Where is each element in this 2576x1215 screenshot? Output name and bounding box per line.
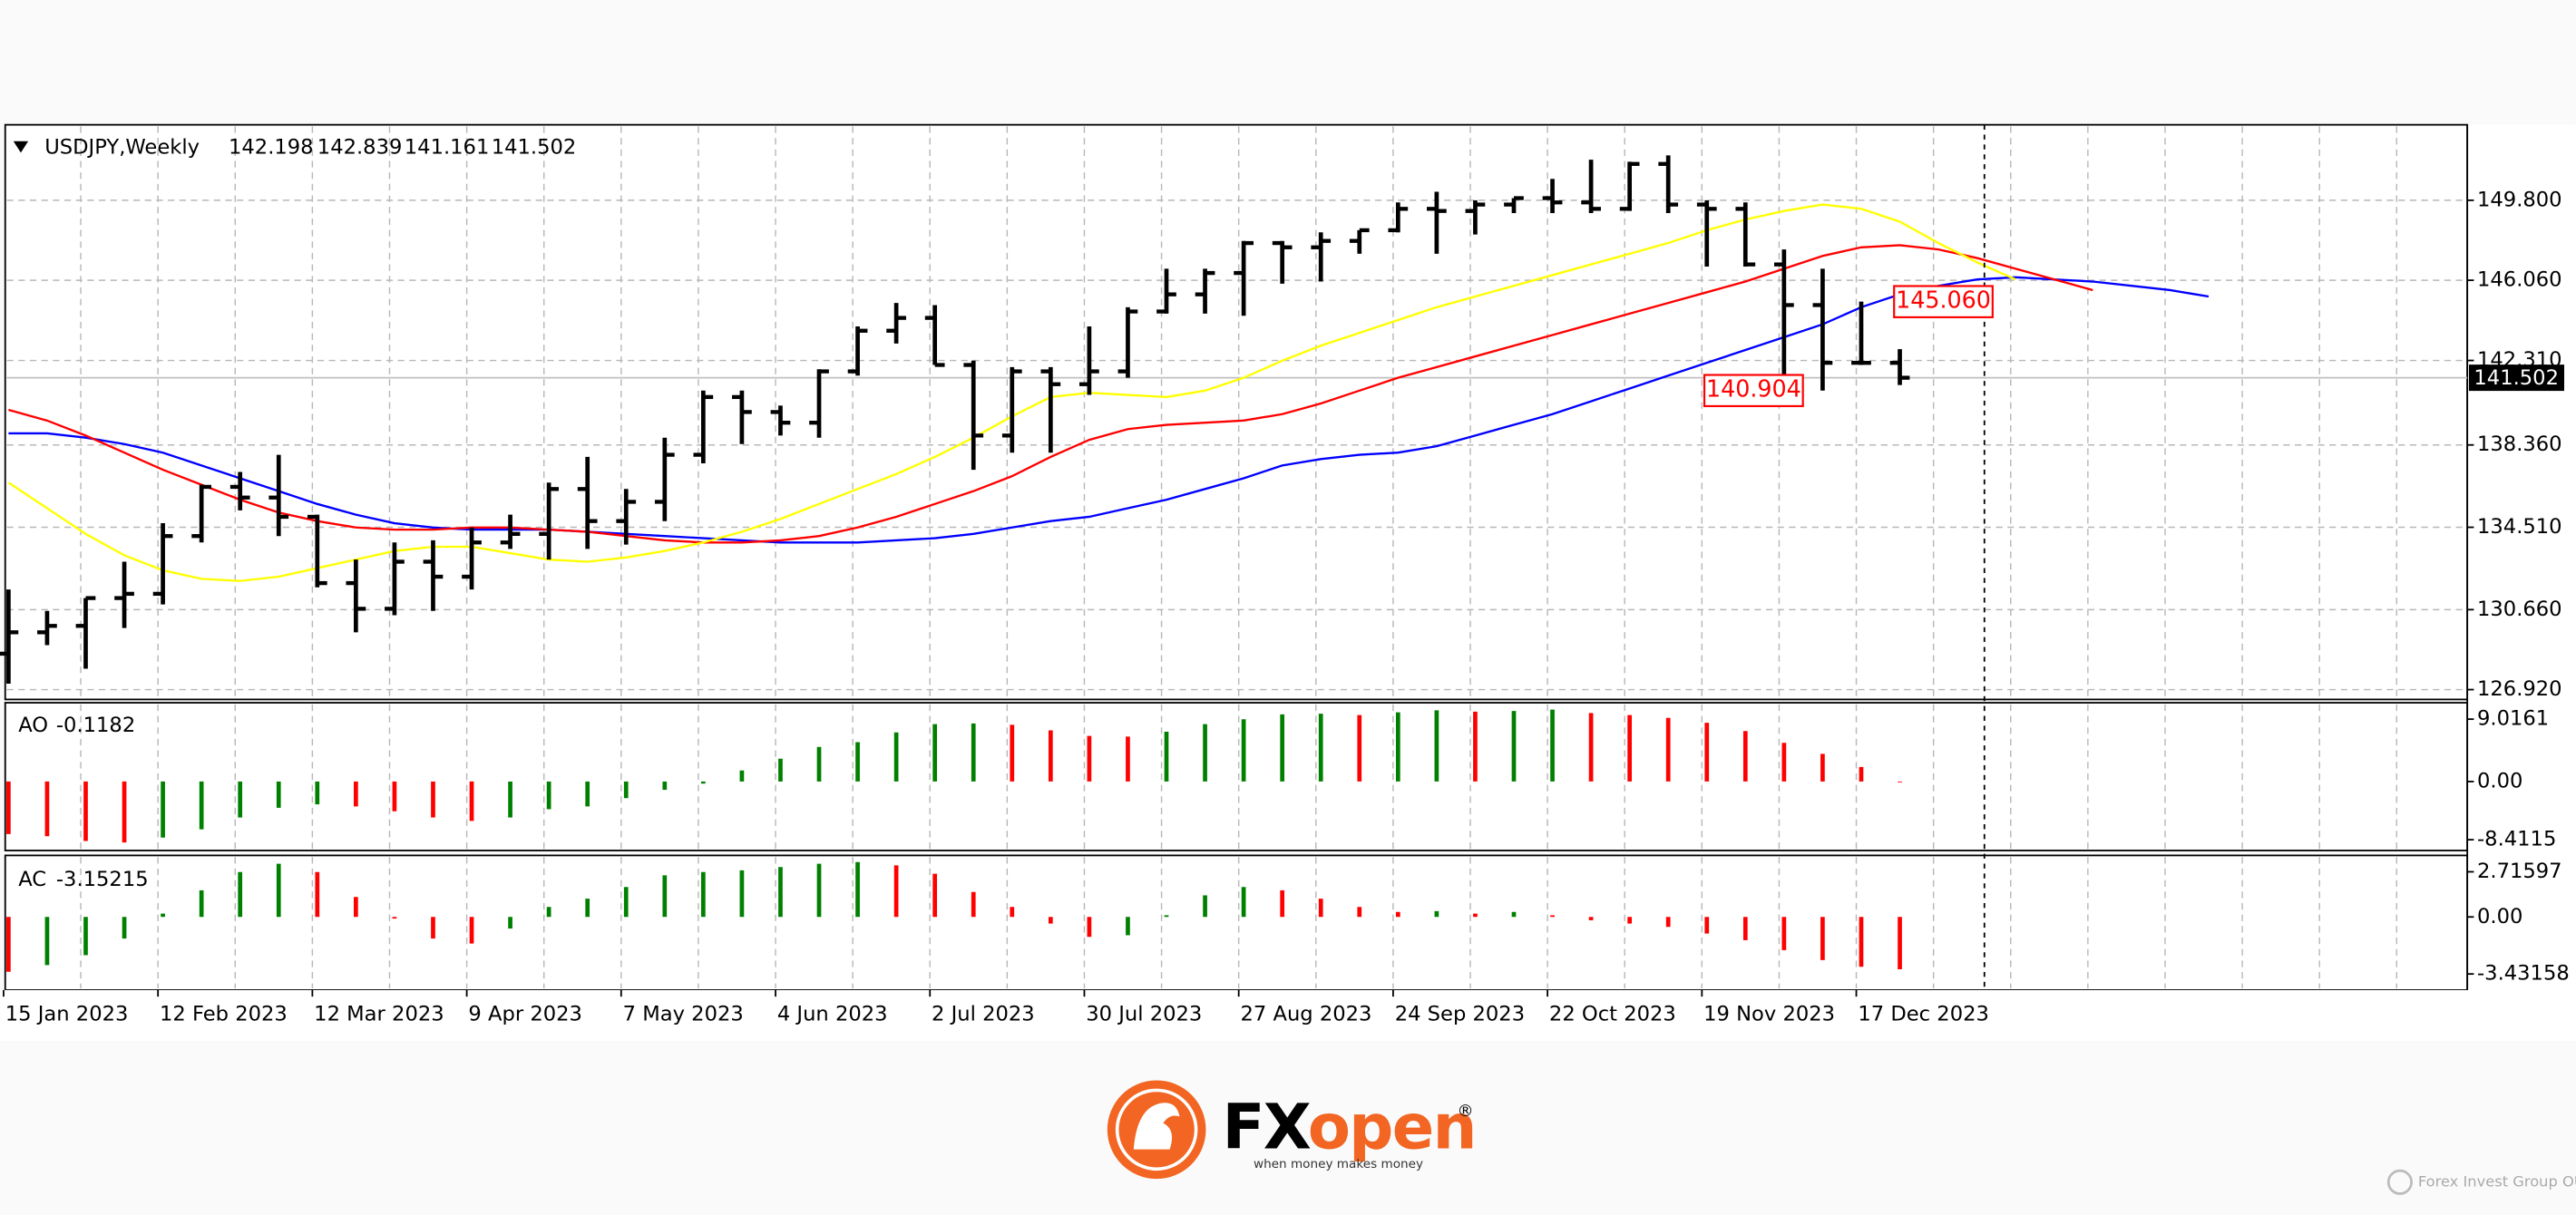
x-tick-label: 9 Apr 2023 <box>468 1003 582 1026</box>
panes <box>0 123 2576 1042</box>
y-tick-label: 0.00 <box>2477 769 2522 792</box>
x-tick-label: 22 Oct 2023 <box>1549 1003 1676 1026</box>
price-label: 145.060 <box>1896 287 1991 314</box>
plot <box>0 155 2210 972</box>
ma-line <box>8 244 2093 544</box>
ma-line <box>8 276 2210 544</box>
ac-title: AC <box>18 868 46 891</box>
logo: FX open ® when money makes money Forex I… <box>1107 1080 2576 1195</box>
price-label: 140.904 <box>1706 375 1801 403</box>
grid <box>6 126 2468 989</box>
price-pane <box>4 123 2469 701</box>
x-tick-label: 7 May 2023 <box>623 1003 744 1026</box>
y-tick-label: 9.0161 <box>2477 707 2549 731</box>
footer-company: Forex Invest Group OU <box>2418 1172 2576 1190</box>
y-tick-label: -3.43158 <box>2477 962 2570 986</box>
logo-registered: ® <box>1458 1102 1474 1121</box>
x-tick-label: 4 Jun 2023 <box>777 1003 888 1026</box>
ac-pane <box>4 854 2469 991</box>
y-tick-label: 2.71597 <box>2477 860 2562 883</box>
header-close: 141.502 <box>492 135 577 159</box>
logo-fx: FX <box>1223 1092 1311 1164</box>
x-tick-label: 19 Nov 2023 <box>1703 1003 1835 1026</box>
header-low: 141.161 <box>405 135 490 159</box>
ao-pane <box>4 702 2469 851</box>
y-tick-label: 138.360 <box>2477 433 2562 456</box>
x-tick-label: 27 Aug 2023 <box>1240 1003 1371 1026</box>
y-tick-label: 0.00 <box>2477 905 2522 928</box>
ao-value: -0.1182 <box>56 714 135 737</box>
x-tick-label: 2 Jul 2023 <box>932 1003 1035 1026</box>
logo-open: open <box>1308 1092 1476 1164</box>
y-tick-label: 149.800 <box>2477 188 2562 211</box>
x-tick-label: 15 Jan 2023 <box>5 1003 129 1026</box>
price-label-box <box>1893 285 1994 318</box>
current-price-box <box>2468 364 2564 392</box>
x-tick-label: 30 Jul 2023 <box>1086 1003 1202 1026</box>
header-high: 142.839 <box>317 135 403 159</box>
y-tick-label: 126.920 <box>2477 677 2562 701</box>
logo-bull <box>1133 1103 1180 1150</box>
y-tick-label: 130.660 <box>2477 598 2562 621</box>
y-tick-label: -8.4115 <box>2477 828 2556 851</box>
price-label-box <box>1703 374 1804 408</box>
logo-tagline: when money makes money <box>1254 1157 1423 1171</box>
header-open: 142.198 <box>229 135 314 159</box>
logo-emblem-ring <box>1115 1088 1198 1171</box>
x-tick-label: 17 Dec 2023 <box>1858 1003 1989 1026</box>
price-axis-area <box>2467 124 2576 1042</box>
collapse-icon <box>13 141 29 153</box>
ao-title: AO <box>18 714 48 737</box>
symbol-title: USDJPY,Weekly <box>44 135 200 159</box>
x-tick-label: 24 Sep 2023 <box>1395 1003 1525 1026</box>
x-tick-label: 12 Feb 2023 <box>160 1003 288 1026</box>
footer-icon <box>2386 1169 2413 1195</box>
ac-value: -3.15215 <box>56 868 149 891</box>
time-axis-area <box>0 989 2576 1042</box>
y-tick-label: 146.060 <box>2477 268 2562 292</box>
current-price-label: 141.502 <box>2474 366 2559 390</box>
x-tick-label: 12 Mar 2023 <box>314 1003 444 1026</box>
labels: USDJPY,Weekly 142.198 142.839 141.161 14… <box>3 135 2570 1026</box>
y-tick-label: 134.510 <box>2477 515 2562 539</box>
